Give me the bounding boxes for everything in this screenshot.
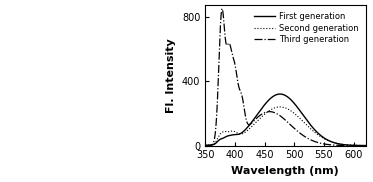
X-axis label: Wavelength (nm): Wavelength (nm) <box>232 166 339 176</box>
Legend: First generation, Second generation, Third generation: First generation, Second generation, Thi… <box>252 10 361 47</box>
Y-axis label: Fl. Intensity: Fl. Intensity <box>166 38 176 113</box>
